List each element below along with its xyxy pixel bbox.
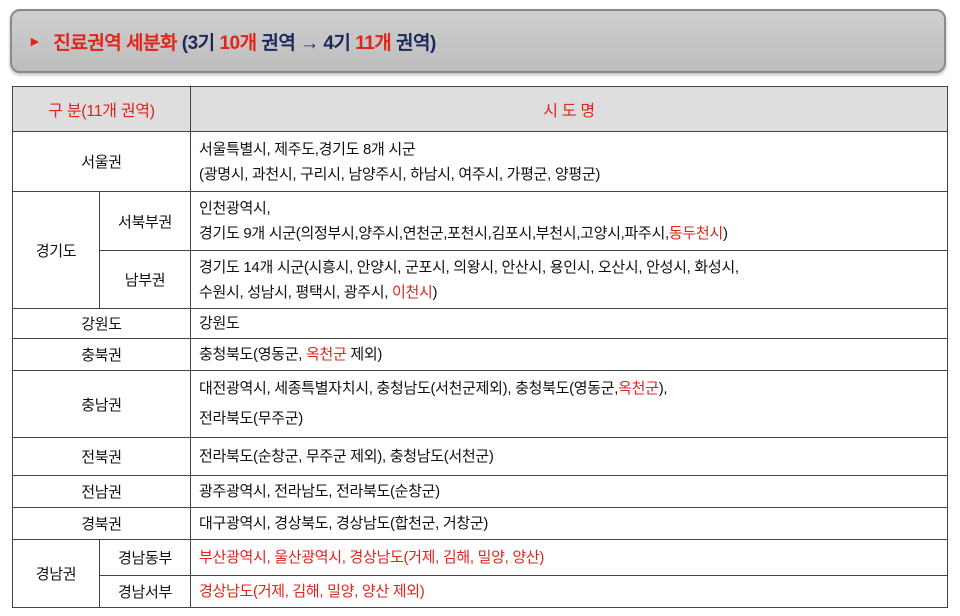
cities-line: 대전광역시, 세종특별자치시, 충청남도(서천군제외), 충청북도(영동군,옥천… <box>199 374 939 404</box>
region-cell: 전북권 <box>12 437 191 476</box>
cities-line: 경기도 14개 시군(시흥시, 안양시, 군포시, 의왕시, 안산시, 용인시,… <box>199 255 939 280</box>
cities-line: 경상남도(거제, 김해, 밀양, 양산 제외) <box>199 579 939 604</box>
city-text: 대전광역시, 세종특별자치시, 충청남도(서천군제외), 충청북도(영동군, <box>199 380 619 397</box>
cities-cell: 경기도 14개 시군(시흥시, 안양시, 군포시, 의왕시, 안산시, 용인시,… <box>190 250 948 309</box>
cities-cell: 대전광역시, 세종특별자치시, 충청남도(서천군제외), 충청북도(영동군,옥천… <box>190 370 948 438</box>
city-text: 대구광역시, 경상북도, 경상남도(합천군, 거창군) <box>199 515 489 532</box>
table-row: 남부권 경기도 14개 시군(시흥시, 안양시, 군포시, 의왕시, 안산시, 용… <box>13 250 948 309</box>
table-row: 전남권 광주광역시, 전라남도, 전라북도(순창군) <box>12 475 948 508</box>
city-text: 서울특별시, 제주도,경기도 8개 시군 <box>199 140 416 158</box>
cities-line: (광명시, 과천시, 구리시, 남양주시, 하남시, 여주시, 가평군, 양평군… <box>199 162 939 187</box>
subregion-cell: 서북부권 <box>99 191 191 251</box>
title-segment: 11개 <box>355 32 392 54</box>
cities-line: 광주광역시, 전라남도, 전라북도(순창군) <box>199 479 939 504</box>
highlighted-city: 경상남도(거제, 김해, 밀양, 양산 제외) <box>199 583 425 600</box>
city-text: 충청북도(영동군, <box>199 346 306 363</box>
table-row: 전북권 전라북도(순창군, 무주군 제외), 충청남도(서천군) <box>12 437 948 476</box>
cities-line: 전라북도(순창군, 무주군 제외), 충청남도(서천군) <box>199 444 939 469</box>
cities-cell: 경상남도(거제, 김해, 밀양, 양산 제외) <box>190 575 948 608</box>
table-row: 충북권 충청북도(영동군, 옥천군 제외) <box>12 338 948 371</box>
region-cell: 경남권 <box>12 539 100 608</box>
cities-cell: 광주광역시, 전라남도, 전라북도(순창군) <box>190 475 948 508</box>
table-row: 경기도 서북부권 인천광역시, 경기도 9개 시군(의정부시,양주시,연천군,포천시,… <box>12 191 948 309</box>
city-text: 전라북도(순창군, 무주군 제외), 충청남도(서천군) <box>199 448 494 465</box>
subregion-cell: 남부권 <box>99 250 191 309</box>
section-title-banner: ► 진료권역 세분화 (3기 10개 권역 → 4기 11개 권역) <box>10 9 946 73</box>
city-text: 수원시, 성남시, 평택시, 광주시, <box>199 283 392 301</box>
title-segment: 10개 <box>219 32 257 54</box>
region-cell: 강원도 <box>12 308 191 339</box>
city-text: ) <box>432 283 438 301</box>
cities-line: 서울특별시, 제주도,경기도 8개 시군 <box>199 137 939 162</box>
subregion-cell: 경남동부 <box>99 539 191 576</box>
cities-cell: 인천광역시, 경기도 9개 시군(의정부시,양주시,연천군,포천시,김포시,부천시… <box>190 191 948 251</box>
cities-cell: 서울특별시, 제주도,경기도 8개 시군 (광명시, 과천시, 구리시, 남양주시… <box>190 131 948 192</box>
city-text: 제외) <box>346 346 383 363</box>
table-row: 경남서부 경상남도(거제, 김해, 밀양, 양산 제외) <box>13 575 948 608</box>
region-cell: 서울권 <box>12 131 191 192</box>
title-segment: 권역) <box>391 32 436 54</box>
region-table: 구 분(11개 권역) 시 도 명 서울권 서울특별시, 제주도,경기도 8개 시… <box>12 86 948 608</box>
cities-cell: 대구광역시, 경상북도, 경상남도(합천군, 거창군) <box>190 507 948 540</box>
city-text: ), <box>658 380 668 397</box>
cities-cell: 충청북도(영동군, 옥천군 제외) <box>190 338 948 371</box>
header-city-province: 시 도 명 <box>190 86 948 132</box>
region-cell: 전남권 <box>12 475 191 508</box>
cities-cell: 전라북도(순창군, 무주군 제외), 충청남도(서천군) <box>190 437 948 476</box>
region-cell: 경기도 <box>12 191 100 309</box>
cities-line: 충청북도(영동군, 옥천군 제외) <box>199 342 939 367</box>
triangle-right-icon: ► <box>28 33 42 49</box>
cities-line: 강원도 <box>199 311 939 336</box>
cities-line: 전라북도(무주군) <box>199 404 939 434</box>
table-row: 경남권 경남동부 부산광역시, 울산광역시, 경상남도(거제, 김해, 밀양, 양산… <box>12 539 948 608</box>
city-text: 경기도 14개 시군(시흥시, 안양시, 군포시, 의왕시, 안산시, 용인시,… <box>199 258 739 276</box>
highlighted-city: 동두천시 <box>668 225 723 242</box>
city-text: (광명시, 과천시, 구리시, 남양주시, 하남시, 여주시, 가평군, 양평군… <box>199 165 601 183</box>
city-text: 광주광역시, 전라남도, 전라북도(순창군) <box>199 483 440 500</box>
subregion-cell: 경남서부 <box>99 575 191 608</box>
cities-cell: 부산광역시, 울산광역시, 경상남도(거제, 김해, 밀양, 양산) <box>190 539 948 576</box>
header-category: 구 분(11개 권역) <box>12 86 191 132</box>
city-text: 강원도 <box>199 315 240 332</box>
table-row: 경북권 대구광역시, 경상북도, 경상남도(합천군, 거창군) <box>12 507 948 540</box>
highlighted-city: 부산광역시, 울산광역시, 경상남도(거제, 김해, 밀양, 양산) <box>199 549 545 566</box>
cities-line: 수원시, 성남시, 평택시, 광주시, 이천시) <box>199 280 939 305</box>
table-row: 서울권 서울특별시, 제주도,경기도 8개 시군 (광명시, 과천시, 구리시, 남… <box>12 131 948 192</box>
city-text: 인천광역시, <box>199 200 271 217</box>
region-cell: 충남권 <box>12 370 191 438</box>
section-title: 진료권역 세분화 (3기 10개 권역 → 4기 11개 권역) <box>53 28 436 55</box>
cities-line: 경기도 9개 시군(의정부시,양주시,연천군,포천시,김포시,부천시,고양시,파… <box>199 221 939 246</box>
city-text: 전라북도(무주군) <box>199 410 303 427</box>
table-row: 충남권 대전광역시, 세종특별자치시, 충청남도(서천군제외), 충청북도(영동군… <box>12 370 948 438</box>
title-segment: 권역 → 4기 <box>256 32 356 54</box>
highlighted-city: 옥천군 <box>305 346 347 363</box>
region-cell: 경북권 <box>12 507 191 540</box>
cities-cell: 강원도 <box>190 308 948 339</box>
city-text: ) <box>722 225 728 242</box>
title-segment: (3기 <box>181 32 220 54</box>
highlighted-city: 옥천군 <box>618 380 659 397</box>
city-text: 경기도 9개 시군(의정부시,양주시,연천군,포천시,김포시,부천시,고양시,파… <box>199 225 669 242</box>
table-row: 강원도 강원도 <box>12 308 948 339</box>
cities-line: 대구광역시, 경상북도, 경상남도(합천군, 거창군) <box>199 511 939 536</box>
cities-line: 부산광역시, 울산광역시, 경상남도(거제, 김해, 밀양, 양산) <box>199 545 939 570</box>
cities-line: 인천광역시, <box>199 196 939 221</box>
title-segment: 진료권역 세분화 <box>53 32 182 54</box>
table-header-row: 구 분(11개 권역) 시 도 명 <box>12 86 948 132</box>
region-cell: 충북권 <box>12 338 191 371</box>
highlighted-city: 이천시 <box>391 283 433 301</box>
